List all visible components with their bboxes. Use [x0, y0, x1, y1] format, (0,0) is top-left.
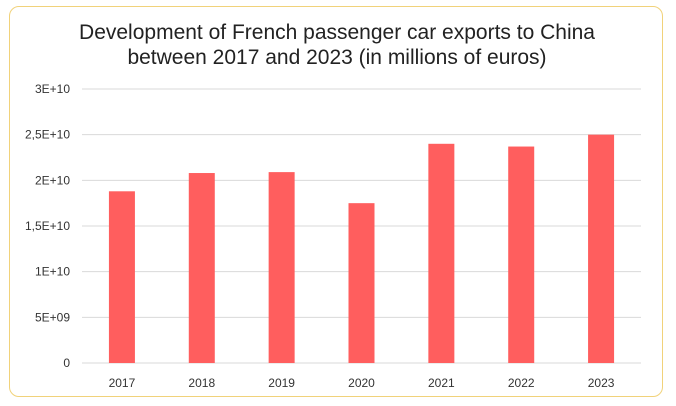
y-tick-label: 1E+10 [35, 265, 70, 279]
y-tick-label: 3E+10 [35, 82, 70, 96]
bar-2018 [188, 173, 215, 363]
y-tick-label: 1,5E+10 [25, 219, 70, 233]
y-tick-label: 2E+10 [35, 173, 70, 187]
y-tick-label: 5E+09 [35, 310, 70, 324]
x-tick-label: 2017 [109, 376, 136, 390]
x-tick-label: 2021 [428, 376, 455, 390]
x-tick-label: 2018 [188, 376, 215, 390]
y-tick-label: 0 [63, 356, 70, 370]
bar-2022 [508, 146, 535, 363]
y-tick-label: 2,5E+10 [25, 128, 70, 142]
y-axis-ticks: 0 5E+09 1E+10 1,5E+10 2E+10 2,5E+10 3E+10 [25, 82, 70, 370]
x-tick-label: 2020 [348, 376, 375, 390]
chart-title-line-2: between 2017 and 2023 (in millions of eu… [127, 46, 547, 69]
bar-2020 [348, 203, 375, 363]
x-tick-label: 2022 [508, 376, 535, 390]
bar-2017 [108, 191, 135, 363]
x-axis-ticks: 2017 2018 2019 2020 2021 2022 2023 [109, 376, 615, 390]
x-tick-label: 2019 [268, 376, 295, 390]
bar-2019 [268, 172, 295, 363]
chart-title-line-1: Development of French passenger car expo… [79, 21, 595, 44]
bar-2021 [428, 143, 455, 363]
x-tick-label: 2023 [588, 376, 615, 390]
bars [108, 134, 615, 363]
bar-2023 [588, 134, 615, 363]
chart-title: Development of French passenger car expo… [10, 20, 664, 70]
